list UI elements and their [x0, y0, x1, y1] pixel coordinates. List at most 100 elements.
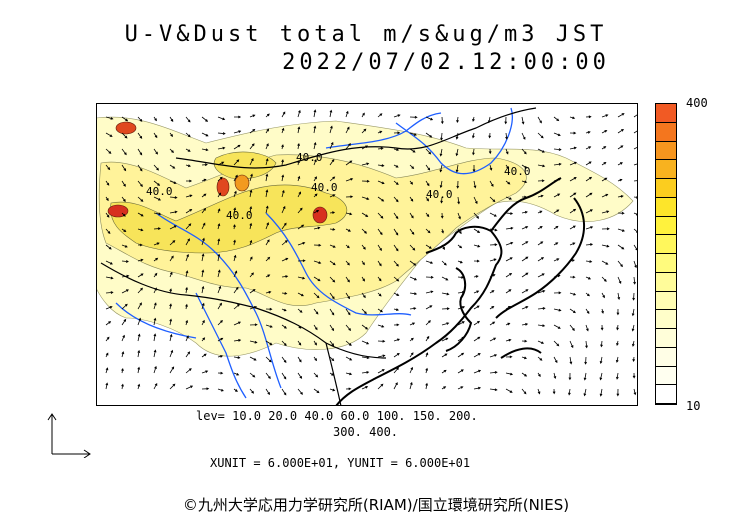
wind-arrow — [121, 289, 129, 294]
wind-arrow — [329, 276, 336, 283]
wind-arrow — [297, 276, 306, 280]
wind-arrow — [488, 148, 492, 155]
wind-arrow — [265, 388, 271, 396]
wind-arrow — [569, 161, 577, 166]
wind-arrow — [329, 324, 335, 332]
wind-arrow — [297, 159, 300, 166]
wind-arrow — [265, 324, 273, 328]
wind-arrow — [361, 324, 369, 330]
wind-arrow — [553, 148, 562, 151]
wind-arrow — [537, 307, 546, 310]
wind-arrow — [137, 366, 141, 374]
wind-arrow — [201, 207, 207, 214]
wind-arrow — [153, 196, 162, 201]
wind-arrow — [281, 324, 287, 329]
wind-arrow — [377, 228, 383, 236]
wind-arrow — [473, 275, 479, 278]
wind-arrow — [504, 116, 508, 125]
wind-arrow — [631, 308, 635, 317]
wind-arrow — [121, 367, 124, 374]
dust-area-core — [110, 184, 348, 254]
wind-arrow — [297, 191, 302, 198]
wind-arrow — [249, 222, 253, 230]
wind-arrow — [249, 239, 253, 246]
wind-arrow — [249, 372, 256, 378]
wind-arrow — [137, 132, 143, 139]
wind-arrow — [393, 244, 399, 252]
wind-arrow — [505, 226, 514, 230]
wind-arrow — [105, 212, 110, 218]
wind-arrow — [583, 372, 587, 381]
wind-arrow — [265, 113, 270, 118]
wind-arrow — [185, 351, 191, 358]
wind-arrow — [393, 260, 399, 267]
wind-arrow — [409, 132, 417, 136]
wind-arrow — [297, 241, 306, 246]
dust-hotspot-4 — [312, 206, 328, 224]
wind-arrow — [425, 275, 434, 279]
wind-arrow — [361, 212, 369, 217]
wind-arrow — [521, 339, 528, 343]
wind-arrow — [521, 241, 529, 246]
wind-arrow — [505, 273, 513, 278]
wind-arrow — [249, 173, 253, 182]
wind-arrow — [201, 370, 209, 374]
wind-arrow — [553, 162, 562, 166]
wind-arrow — [393, 228, 399, 236]
wind-arrow — [313, 324, 318, 331]
wind-arrow — [537, 273, 545, 278]
wind-arrow — [233, 144, 241, 150]
wind-arrow — [217, 354, 224, 358]
wind-arrow — [201, 178, 207, 182]
wind-arrow — [552, 388, 556, 395]
wind-arrow — [599, 388, 603, 397]
contour-label: 40.0 — [311, 181, 338, 194]
wind-arrow — [487, 116, 491, 124]
wind-arrow — [153, 287, 157, 294]
wind-arrow — [329, 194, 336, 198]
wind-arrow — [473, 305, 480, 310]
wind-arrow — [585, 243, 594, 246]
wind-arrow — [329, 141, 334, 150]
wind-arrow — [585, 292, 590, 297]
wind-arrow — [473, 369, 482, 374]
wind-arrow — [616, 340, 619, 346]
copyright-footer: ©九州大学応用力学研究所(RIAM)/国立環境研究所(NIES) — [182, 496, 570, 514]
wind-arrow — [233, 115, 242, 119]
datetime-label: 2022/07/02.12:00:00 — [282, 50, 610, 75]
wind-arrow — [185, 319, 189, 326]
wind-arrow — [569, 308, 576, 314]
wind-arrow — [633, 388, 637, 396]
wind-arrow — [537, 226, 543, 230]
wind-arrow — [169, 196, 178, 199]
wind-arrow — [361, 244, 366, 250]
wind-arrow — [105, 336, 110, 342]
wind-arrow — [489, 196, 496, 203]
wind-arrow — [489, 228, 498, 232]
wind-arrow — [233, 356, 241, 359]
colorbar-segment — [656, 254, 676, 273]
wind-arrow — [393, 338, 401, 342]
wind-arrow — [440, 116, 444, 125]
wind-arrow — [553, 193, 561, 198]
wind-arrow — [361, 292, 366, 299]
wind-arrow — [457, 352, 465, 358]
wind-arrow — [569, 292, 577, 296]
wind-arrow — [601, 146, 607, 150]
wind-arrow — [521, 164, 528, 169]
wind-arrow — [393, 323, 400, 327]
wind-arrow — [249, 306, 258, 310]
wind-arrow — [329, 356, 335, 362]
wind-arrow — [489, 243, 498, 247]
wind-arrow — [489, 164, 493, 171]
wind-arrow — [553, 308, 562, 312]
wind-arrow — [377, 308, 383, 313]
wind-arrow — [345, 387, 352, 391]
wind-arrow — [585, 176, 593, 182]
wind-arrow — [489, 388, 498, 392]
wind-arrow — [313, 125, 317, 134]
wind-arrow — [169, 116, 174, 122]
wind-arrow — [297, 224, 305, 230]
wind-arrow — [329, 125, 333, 134]
wind-arrow — [393, 114, 401, 118]
